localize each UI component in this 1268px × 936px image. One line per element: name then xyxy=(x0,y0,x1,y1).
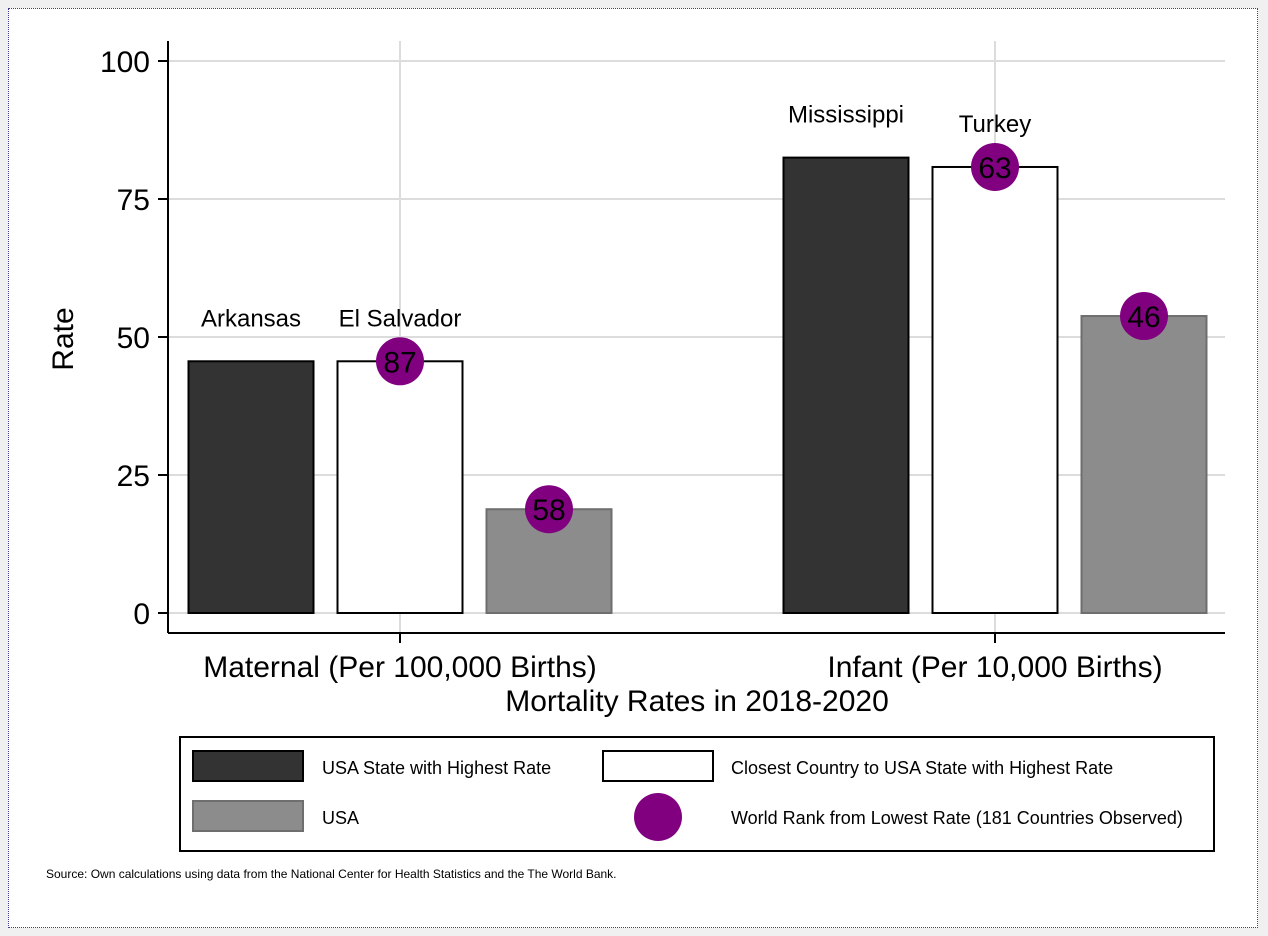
rank-label-series1-cat1: 63 xyxy=(978,152,1011,185)
chart-frame: 87 63 58 46 Arkansas Mississippi El Salvador T… xyxy=(8,8,1258,928)
bar-label-series1-cat0: El Salvador xyxy=(339,305,462,332)
bar-label-series0-cat0: Arkansas xyxy=(201,305,301,332)
rank-marker-series1-cat1 xyxy=(971,142,1019,191)
source-note: Source: Own calculations using data from… xyxy=(46,867,617,881)
legend: USA State with Highest Rate Closest Count… xyxy=(179,736,1215,852)
rank-markers: 87 63 58 46 xyxy=(376,142,1168,534)
bar-series0-cat0 xyxy=(187,360,315,614)
x-tick-label-1: Infant (Per 10,000 Births) xyxy=(827,651,1162,684)
rank-label-series1-cat0: 87 xyxy=(383,346,416,379)
y-tick-label-100: 100 xyxy=(100,46,150,79)
legend-label-2: USA xyxy=(322,808,359,828)
legend-swatch-1 xyxy=(602,750,714,782)
x-tick-label-0: Maternal (Per 100,000 Births) xyxy=(203,651,597,684)
rank-marker-series2-cat0 xyxy=(525,485,573,534)
legend-swatch-0 xyxy=(192,750,304,782)
bar-series1-cat0 xyxy=(336,360,464,614)
y-tick-label-25: 25 xyxy=(117,460,150,493)
legend-swatch-2 xyxy=(192,800,304,832)
bar-series2-cat1 xyxy=(1080,315,1208,614)
chart-figure: 87 63 58 46 Arkansas Mississippi El Salvador T… xyxy=(46,41,1225,881)
y-tick-label-75: 75 xyxy=(117,184,150,217)
y-axis-title: Rate xyxy=(47,307,80,370)
rank-marker-series2-cat1 xyxy=(1120,292,1168,341)
y-tick-label-50: 50 xyxy=(117,322,150,355)
bar-label-series0-cat1: Mississippi xyxy=(788,102,904,129)
rank-marker-series1-cat0 xyxy=(376,337,424,386)
legend-label-3: World Rank from Lowest Rate (181 Countri… xyxy=(731,808,1183,828)
bar-series0-cat1 xyxy=(782,156,910,614)
legend-label-0: USA State with Highest Rate xyxy=(322,758,551,778)
rank-label-series2-cat1: 46 xyxy=(1127,301,1160,334)
y-tick-label-0: 0 xyxy=(133,598,150,631)
legend-label-1: Closest Country to USA State with Highes… xyxy=(731,758,1113,778)
legend-swatch-3 xyxy=(634,793,682,841)
rank-label-series2-cat0: 58 xyxy=(532,494,565,527)
grid-lines xyxy=(168,41,1225,633)
bars xyxy=(187,156,1208,614)
bar-label-series1-cat1: Turkey xyxy=(959,111,1031,138)
chart-text: Arkansas Mississippi El Salvador Turkey 0 25 5… xyxy=(46,46,1163,881)
bar-series1-cat1 xyxy=(931,165,1059,614)
x-axis-title: Mortality Rates in 2018-2020 xyxy=(505,685,889,718)
axes xyxy=(158,41,1225,643)
